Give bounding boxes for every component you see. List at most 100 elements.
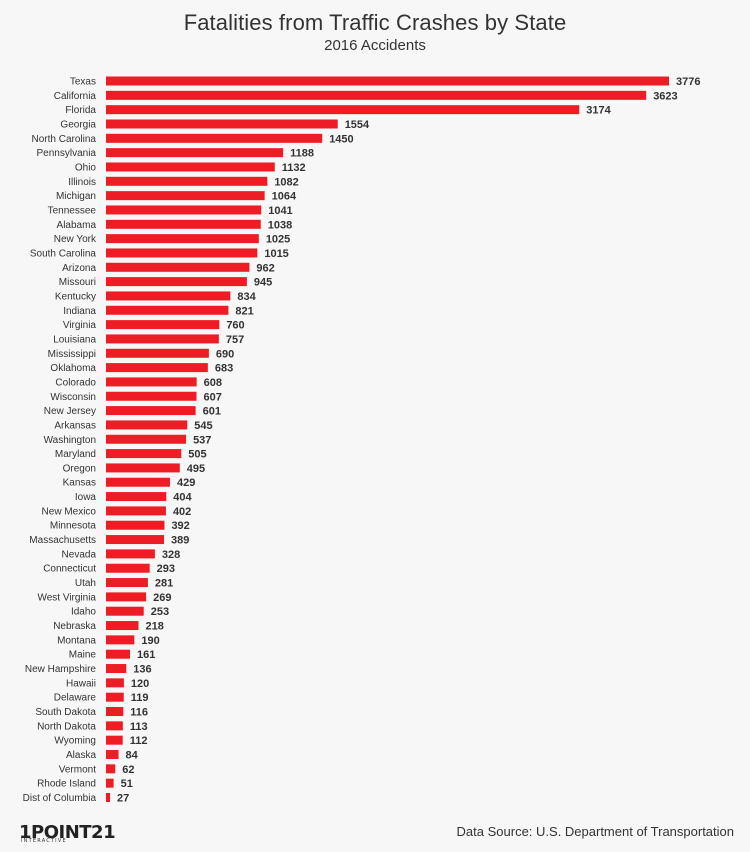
value-label: 545	[194, 420, 212, 432]
value-label: 1132	[282, 162, 306, 174]
bar	[106, 363, 208, 373]
bar	[106, 649, 131, 659]
value-label: 1450	[329, 133, 353, 145]
bar	[106, 334, 219, 344]
value-label: 429	[177, 477, 195, 489]
category-label: Virginia	[63, 320, 97, 331]
bar	[106, 234, 259, 244]
category-label: Hawaii	[66, 678, 96, 689]
value-label: 1554	[345, 119, 370, 131]
category-label: Tennessee	[48, 205, 97, 216]
bar	[106, 678, 124, 688]
category-label: Wisconsin	[50, 392, 96, 403]
bar	[106, 90, 647, 100]
chart-title: Fatalities from Traffic Crashes by State	[183, 10, 567, 35]
bar	[106, 391, 197, 401]
category-label: Massachusetts	[29, 535, 96, 546]
category-label: Iowa	[75, 492, 97, 503]
category-label: Texas	[70, 77, 96, 88]
value-label: 537	[193, 434, 211, 446]
category-label: North Carolina	[32, 134, 97, 145]
chart-subtitle: 2016 Accidents	[324, 37, 426, 54]
category-label: California	[54, 91, 97, 102]
category-label: Delaware	[54, 693, 97, 704]
value-label: 116	[130, 707, 148, 719]
value-label: 404	[173, 492, 192, 504]
value-label: 3776	[676, 76, 700, 88]
brand-logo: 1POINT21 INTERACTIVE	[19, 822, 116, 844]
bar	[106, 463, 180, 473]
value-label: 161	[137, 649, 155, 661]
bar	[106, 148, 284, 158]
category-label: Connecticut	[43, 564, 96, 575]
category-label: Kansas	[63, 478, 96, 489]
category-label: Arizona	[62, 263, 96, 274]
bar	[106, 692, 124, 702]
value-label: 190	[141, 635, 159, 647]
bar	[106, 320, 220, 330]
category-label: Arkansas	[54, 420, 96, 431]
bar	[106, 348, 209, 358]
bar	[106, 506, 166, 516]
bar	[106, 793, 111, 802]
category-label: Nevada	[62, 549, 97, 560]
value-label: 136	[133, 664, 151, 676]
category-label: New Mexico	[42, 506, 97, 517]
bar	[106, 520, 165, 530]
bar	[106, 735, 123, 745]
category-label: New Hampshire	[25, 664, 97, 675]
bar	[106, 406, 196, 416]
category-label: Missouri	[59, 277, 96, 288]
value-label: 27	[117, 793, 129, 805]
value-label: 269	[153, 592, 171, 604]
value-label: 120	[131, 678, 149, 690]
category-label: West Virginia	[37, 592, 96, 603]
bar	[106, 563, 150, 573]
category-label: Alabama	[57, 220, 97, 231]
category-label: Michigan	[56, 191, 96, 202]
value-label: 389	[171, 535, 189, 547]
value-label: 1041	[268, 205, 292, 217]
bar	[106, 707, 124, 717]
bar	[106, 721, 123, 731]
category-label: Alaska	[66, 750, 96, 761]
bar	[106, 549, 155, 559]
bar	[106, 105, 580, 115]
value-label: 51	[121, 778, 133, 790]
category-label: Idaho	[71, 607, 96, 618]
bar	[106, 477, 170, 487]
category-label: North Dakota	[37, 721, 96, 732]
value-label: 760	[226, 320, 244, 332]
category-label: Wyoming	[54, 736, 96, 747]
bar	[106, 635, 135, 645]
bar	[106, 535, 164, 545]
category-label: Montana	[57, 635, 96, 646]
category-label: New Jersey	[44, 406, 96, 417]
value-label: 1025	[266, 234, 290, 246]
value-label: 112	[130, 735, 148, 747]
value-label: 281	[155, 578, 173, 590]
value-label: 1082	[274, 176, 298, 188]
value-label: 821	[235, 305, 253, 317]
category-label: Rhode Island	[37, 779, 96, 790]
value-label: 601	[203, 406, 221, 418]
value-label: 1038	[268, 219, 292, 231]
value-label: 119	[131, 692, 149, 704]
value-label: 113	[130, 721, 148, 733]
value-label: 608	[204, 377, 222, 389]
value-label: 253	[151, 606, 169, 618]
bar	[106, 449, 182, 459]
value-label: 962	[256, 262, 274, 274]
category-label: Mississippi	[48, 349, 96, 360]
category-label: Indiana	[63, 306, 96, 317]
bar	[106, 377, 197, 387]
category-label: Florida	[65, 105, 96, 116]
bar	[106, 778, 114, 788]
value-label: 293	[157, 563, 175, 575]
bar	[106, 420, 188, 430]
category-label: Oklahoma	[50, 363, 96, 374]
value-label: 1064	[272, 191, 297, 203]
bar	[106, 76, 669, 86]
bar	[106, 133, 323, 143]
category-label: Vermont	[59, 764, 96, 775]
